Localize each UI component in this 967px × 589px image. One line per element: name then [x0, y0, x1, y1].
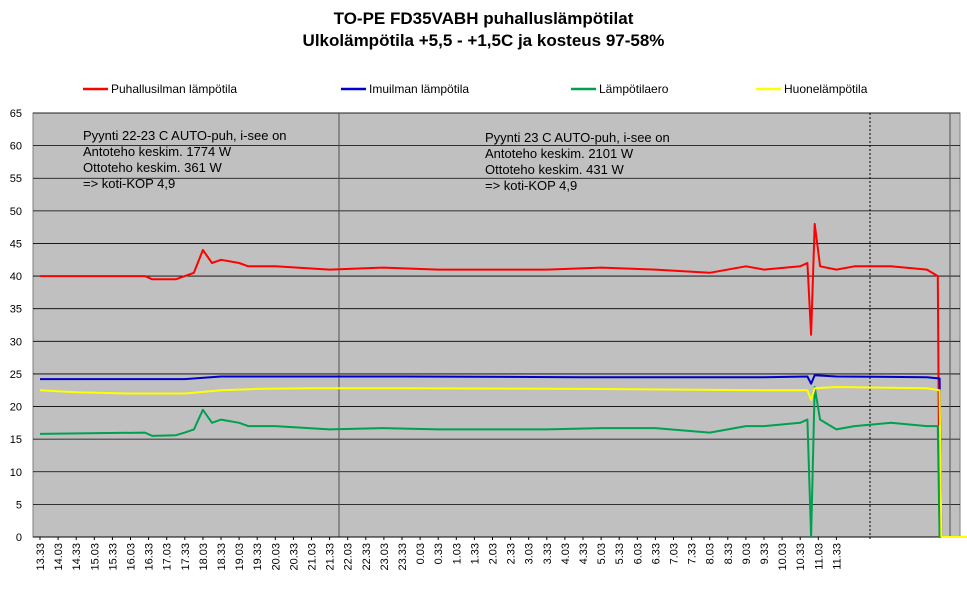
annotation-text: Antoteho keskim. 1774 W	[83, 144, 232, 159]
y-tick-label: 35	[10, 304, 22, 316]
x-tick-label: 20.03	[270, 543, 282, 571]
x-tick-label: 14.03	[53, 543, 65, 571]
annotation-text: Pyynti 22-23 C AUTO-puh, i-see on	[83, 128, 287, 143]
x-tick-label: 3.03	[524, 543, 536, 564]
x-tick-label: 14.33	[71, 543, 83, 571]
x-tick-label: 0.33	[433, 543, 445, 564]
legend-label: Imuilman lämpötila	[369, 82, 469, 96]
x-tick-label: 1.03	[451, 543, 463, 564]
x-tick-label: 21.33	[325, 543, 337, 571]
x-tick-label: 0.03	[415, 543, 427, 564]
legend-label: Huonelämpötila	[784, 82, 868, 96]
x-tick-label: 22.33	[361, 543, 373, 571]
x-tick-label: 19.03	[234, 543, 246, 571]
annotation-text: => koti-KOP 4,9	[485, 178, 577, 193]
annotation-text: => koti-KOP 4,9	[83, 176, 175, 191]
y-tick-label: 10	[10, 467, 22, 479]
x-tick-label: 8.03	[705, 543, 717, 564]
x-tick-label: 9.33	[759, 543, 771, 564]
x-tick-label: 21.03	[307, 543, 319, 571]
x-tick-label: 20.33	[288, 543, 300, 571]
x-tick-label: 9.03	[741, 543, 753, 564]
y-tick-label: 45	[10, 238, 22, 250]
series-line	[39, 386, 967, 538]
annotation-text: Antoteho keskim. 2101 W	[485, 146, 634, 161]
y-tick-label: 30	[10, 336, 22, 348]
series-line	[40, 374, 967, 538]
x-tick-label: 2.03	[488, 543, 500, 564]
x-tick-label: 18.03	[198, 543, 210, 571]
x-tick-label: 7.03	[669, 543, 681, 564]
x-tick-label: 18.33	[216, 543, 228, 571]
legend-label: Puhallusilman lämpötila	[111, 82, 237, 96]
x-tick-label: 6.33	[650, 543, 662, 564]
series-line	[40, 222, 967, 538]
y-tick-label: 5	[16, 499, 22, 511]
x-tick-label: 5.33	[614, 543, 626, 564]
x-tick-label: 10.03	[777, 543, 789, 571]
annotation-text: Ottoteho keskim. 431 W	[485, 162, 624, 177]
y-tick-label: 50	[10, 206, 22, 218]
y-tick-label: 15	[10, 434, 22, 446]
x-tick-label: 13.33	[35, 543, 47, 571]
plot-area	[32, 112, 961, 538]
y-tick-label: 40	[10, 271, 22, 283]
x-tick-label: 17.33	[180, 543, 192, 571]
x-tick-label: 8.33	[723, 543, 735, 564]
chart-title: TO-PE FD35VABH puhalluslämpötilat Ulkolä…	[0, 8, 967, 52]
x-tick-label: 1.33	[469, 543, 481, 564]
x-tick-label: 16.33	[144, 543, 156, 571]
x-tick-label: 23.33	[397, 543, 409, 571]
x-tick-label: 15.33	[107, 543, 119, 571]
y-tick-label: 65	[10, 108, 22, 120]
y-tick-label: 20	[10, 402, 22, 414]
x-tick-label: 17.03	[162, 543, 174, 571]
chart-title-line-2: Ulkolämpötila +5,5 - +1,5C ja kosteus 97…	[302, 31, 665, 50]
y-tick-label: 55	[10, 173, 22, 185]
x-tick-label: 19.33	[252, 543, 264, 571]
y-tick-label: 60	[10, 141, 22, 153]
x-tick-label: 6.03	[632, 543, 644, 564]
x-tick-label: 10.33	[795, 543, 807, 571]
x-tick-label: 11.33	[831, 543, 843, 570]
x-tick-label: 4.03	[560, 543, 572, 564]
annotation-text: Pyynti 23 C AUTO-puh, i-see on	[485, 130, 670, 145]
x-tick-label: 16.03	[126, 543, 138, 571]
x-tick-label: 5.03	[596, 543, 608, 564]
x-tick-label: 2.33	[506, 543, 518, 564]
x-tick-label: 22.03	[343, 543, 355, 571]
x-tick-label: 23.03	[379, 543, 391, 571]
x-tick-label: 7.33	[687, 543, 699, 564]
annotation-text: Ottoteho keskim. 361 W	[83, 160, 222, 175]
series-line	[39, 386, 967, 538]
x-tick-label: 4.33	[578, 543, 590, 564]
x-tick-label: 3.33	[542, 543, 554, 564]
chart-title-line-1: TO-PE FD35VABH puhalluslämpötilat	[333, 9, 634, 28]
y-tick-label: 0	[16, 532, 22, 544]
legend-label: Lämpötilaero	[599, 82, 669, 96]
x-tick-label: 15.03	[89, 543, 101, 571]
x-tick-label: 11.03	[813, 543, 825, 570]
y-tick-label: 25	[10, 369, 22, 381]
